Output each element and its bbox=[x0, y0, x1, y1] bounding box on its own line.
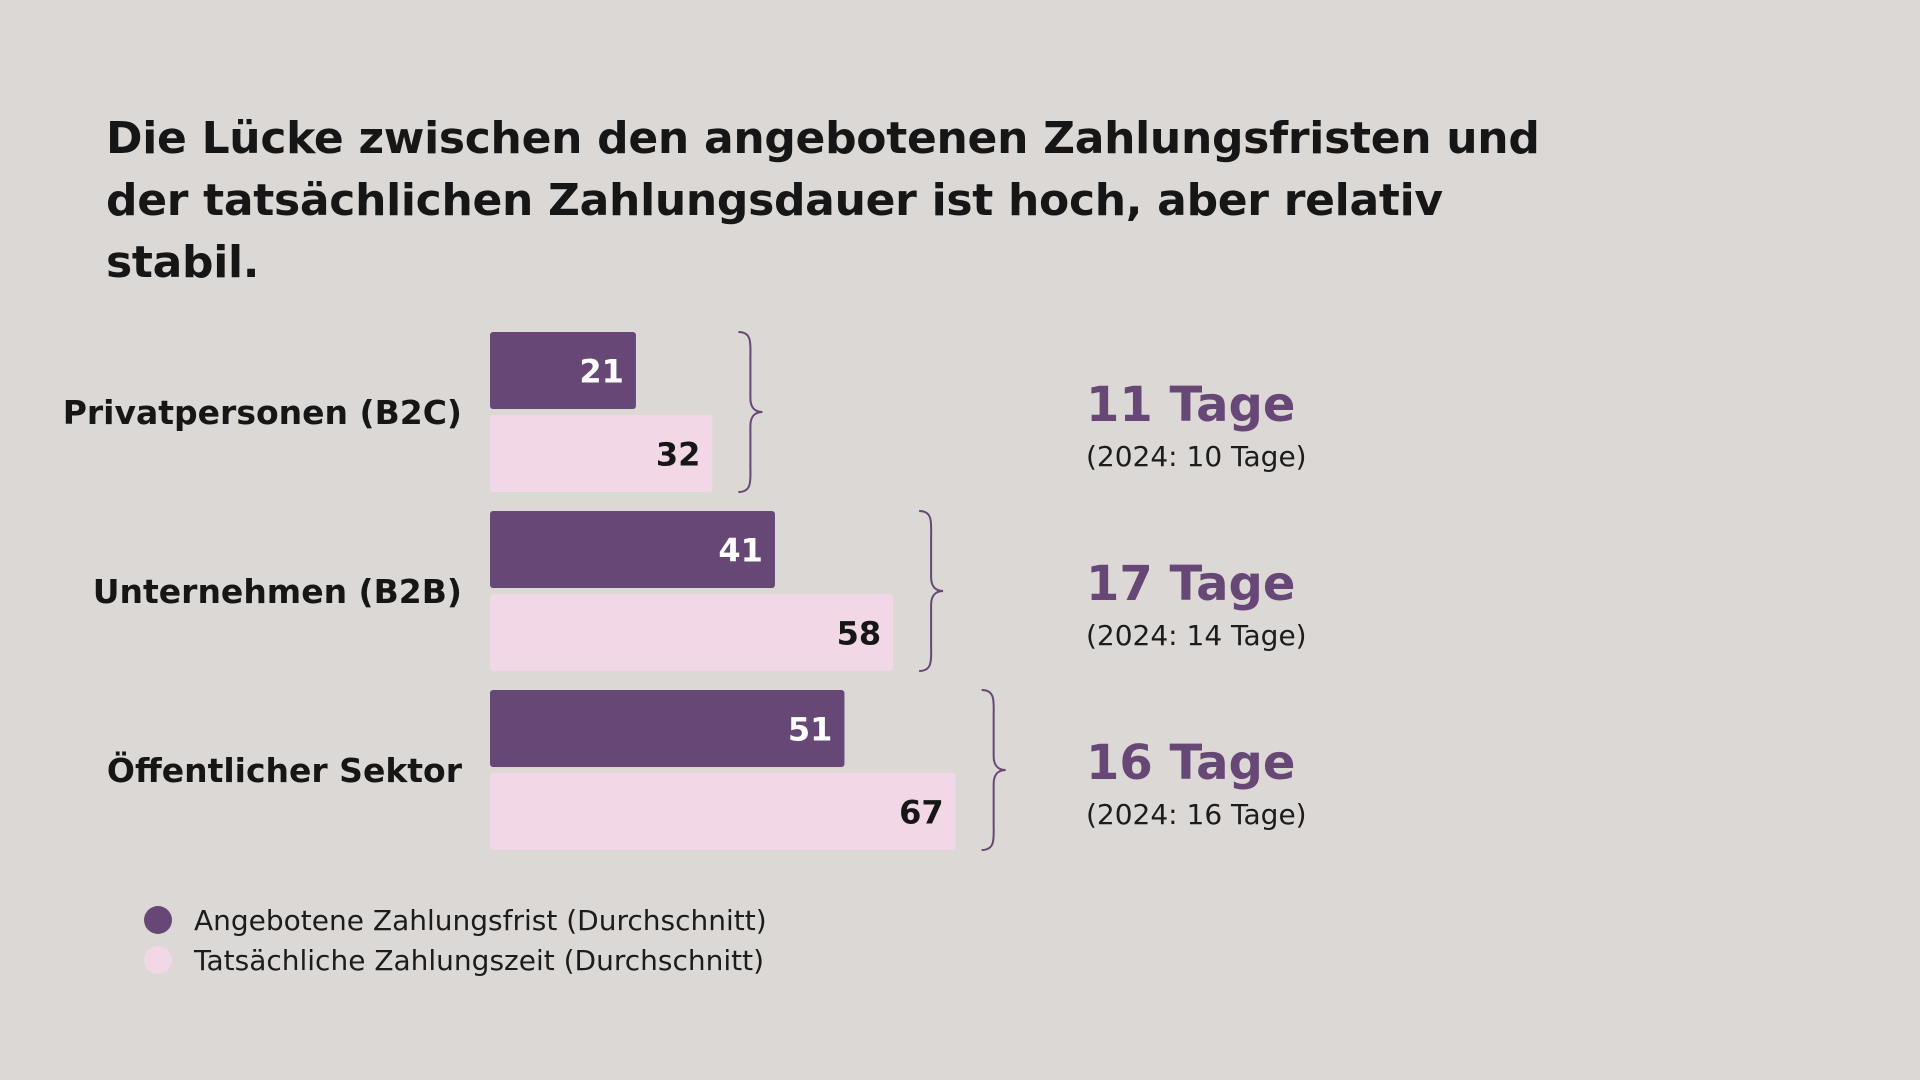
legend-item-actual: Tatsächliche Zahlungszeit (Durchschnitt) bbox=[144, 940, 767, 980]
legend-label-offered: Angebotene Zahlungsfrist (Durchschnitt) bbox=[194, 904, 767, 937]
previous-year-label: (2024: 14 Tage) bbox=[1086, 619, 1307, 652]
legend-label-actual: Tatsächliche Zahlungszeit (Durchschnitt) bbox=[194, 944, 764, 977]
gap-brace bbox=[982, 690, 1006, 850]
bar-value-label: 58 bbox=[837, 615, 882, 653]
previous-year-label: (2024: 10 Tage) bbox=[1086, 440, 1307, 473]
bar-value-label: 32 bbox=[656, 436, 701, 474]
gap-brace bbox=[919, 511, 943, 671]
legend-swatch-offered bbox=[144, 906, 172, 934]
legend: Angebotene Zahlungsfrist (Durchschnitt) … bbox=[144, 900, 767, 980]
gap-label: 11 Tage bbox=[1086, 377, 1295, 433]
gap-label: 16 Tage bbox=[1086, 735, 1295, 791]
bar-value-label: 41 bbox=[718, 532, 763, 570]
gap-brace bbox=[738, 332, 762, 492]
legend-swatch-actual bbox=[144, 946, 172, 974]
category-label: Privatpersonen (B2C) bbox=[63, 393, 462, 432]
bar-value-label: 67 bbox=[899, 794, 944, 832]
gap-label: 17 Tage bbox=[1086, 556, 1295, 612]
bar-actual bbox=[490, 773, 956, 850]
category-label: Unternehmen (B2B) bbox=[93, 572, 462, 611]
bar-value-label: 51 bbox=[788, 711, 833, 749]
category-label: Öffentlicher Sektor bbox=[107, 750, 463, 790]
previous-year-label: (2024: 16 Tage) bbox=[1086, 798, 1307, 831]
bar-actual bbox=[490, 594, 893, 671]
bar-value-label: 21 bbox=[579, 353, 624, 391]
bars-layer: Privatpersonen (B2C) 21 32 11 Tage (2024: 10… bbox=[63, 332, 1307, 850]
legend-item-offered: Angebotene Zahlungsfrist (Durchschnitt) bbox=[144, 900, 767, 940]
